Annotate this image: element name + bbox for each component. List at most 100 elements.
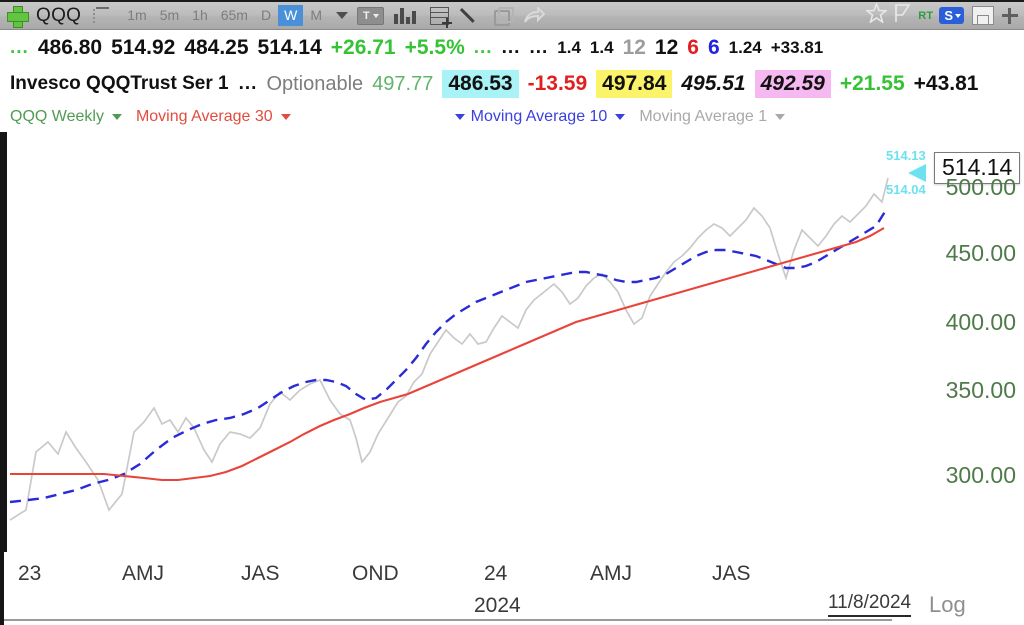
toolbar-right-group: RT S: [865, 1, 1024, 29]
quote-value-cyan: 486.53: [442, 70, 519, 98]
date-axis-year-2024: 2024: [474, 594, 521, 617]
quote-value-green: 497.77: [372, 72, 434, 95]
flag-icon[interactable]: [894, 3, 911, 28]
quote-cell-count-1: 12: [622, 36, 646, 59]
quote-value-red: -13.59: [527, 72, 588, 95]
quote-value-pink: 492.59: [754, 70, 831, 98]
date-axis-tick-5: AMJ: [590, 562, 632, 585]
style-badge-label: S: [944, 8, 953, 23]
timeframe-65m[interactable]: 65m: [220, 7, 248, 23]
text-tool-button[interactable]: T: [356, 6, 384, 25]
quote-cell-dots-3: ...: [501, 37, 521, 58]
date-axis[interactable]: 23 AMJ JAS OND 24 AMJ JAS 2024 ↔ 2023 11…: [4, 552, 1024, 625]
chevron-down-icon[interactable]: [111, 114, 122, 120]
series-ma30-line: [10, 227, 885, 482]
realtime-badge: RT: [918, 9, 934, 22]
cyan-low-label: 514.04: [886, 182, 926, 197]
quote-cell-dots-1: ...: [10, 37, 29, 58]
quote-cell-count-2: 12: [654, 36, 679, 59]
current-price-tag[interactable]: 514.14: [934, 152, 1021, 184]
series-ma10-line: [9, 209, 888, 504]
timeframe-1m[interactable]: 1m: [127, 7, 147, 23]
chart-plot-area[interactable]: 514.13 514.04: [4, 132, 1024, 552]
style-badge-button[interactable]: S: [939, 7, 964, 24]
log-scale-toggle[interactable]: Log: [929, 592, 966, 617]
indicator-label-ma30[interactable]: Moving Average 30: [135, 108, 273, 125]
chevron-down-icon: [372, 13, 379, 18]
indicator-label-ma10[interactable]: Moving Average 10: [470, 108, 608, 125]
chart-series-svg: [9, 177, 889, 521]
star-icon[interactable]: [865, 1, 889, 28]
text-tool-label: T: [362, 9, 370, 22]
price-axis-tick-400: 400.00: [945, 309, 1016, 335]
price-axis-tick-350: 350.00: [945, 377, 1016, 403]
axis-baseline: [4, 619, 892, 621]
save-icon[interactable]: [972, 6, 994, 25]
timeframe-5m[interactable]: 5m: [159, 7, 180, 23]
date-axis-tick-2: JAS: [241, 562, 280, 585]
timeframe-d[interactable]: D: [260, 7, 272, 23]
price-axis[interactable]: 500.00 450.00 400.00 350.00 300.00: [928, 132, 1024, 552]
timeframe-m[interactable]: M: [310, 7, 322, 23]
series-price-line: [9, 177, 889, 521]
price-axis-tick-300: 300.00: [945, 462, 1016, 488]
quote-cell-dots-4: ...: [529, 37, 549, 58]
chevron-down-icon[interactable]: [280, 114, 291, 120]
chart-left-border: [4, 132, 7, 552]
date-axis-tick-3: OND: [352, 562, 399, 585]
date-input-field[interactable]: 11/8/2024: [828, 592, 912, 617]
quote-cell-open: 486.80: [37, 36, 103, 59]
price-axis-tick-450: 450.00: [945, 240, 1016, 266]
symbol-label[interactable]: QQQ: [36, 4, 82, 26]
quote-cell-count-3: 6: [687, 36, 699, 59]
current-price-arrow-icon: [908, 164, 926, 182]
quote-cell-dots-2: ...: [473, 37, 493, 58]
quote-cell-high: 514.92: [111, 36, 176, 59]
quote-cell-beta: 1.24: [728, 38, 762, 57]
quote-cell-low: 484.25: [184, 36, 249, 59]
date-axis-tick-4: 24: [484, 562, 508, 585]
share-icon[interactable]: [523, 5, 546, 25]
quote-cell-count-4: 6: [707, 36, 720, 59]
quote-row-secondary: Invesco QQQTrust Ser 1 ... Optionable 49…: [0, 66, 1024, 102]
quote-value-plain: 495.51: [681, 72, 746, 95]
quote-cell-dots-5: ...: [238, 73, 258, 94]
chevron-down-icon[interactable]: [335, 12, 348, 19]
chevron-down-icon: [955, 13, 961, 18]
quote-value-last: +43.81: [913, 72, 979, 95]
indicator-bar: QQQ Weekly Moving Average 30 Moving Aver…: [0, 102, 1024, 132]
quote-cell-ratio-1: 1.4: [557, 38, 581, 57]
date-axis-tick-1: AMJ: [122, 562, 164, 585]
quote-value-gain: +21.55: [839, 72, 905, 95]
table-add-icon[interactable]: [429, 6, 452, 28]
plus-icon[interactable]: [1002, 7, 1018, 24]
bar-chart-icon[interactable]: [393, 7, 418, 24]
watchlist-icon[interactable]: [93, 6, 111, 25]
quote-cell-ratio-2: 1.4: [589, 38, 614, 57]
quote-cell-last: 514.14: [257, 36, 322, 59]
chevron-down-icon[interactable]: [615, 114, 626, 120]
quote-cell-ytd: +33.81: [770, 38, 824, 57]
chevron-down-icon[interactable]: [454, 114, 465, 120]
date-axis-tick-0: 23: [18, 562, 42, 585]
indicator-label-ma1[interactable]: Moving Average 1: [639, 108, 768, 125]
chevron-down-icon[interactable]: [775, 114, 786, 120]
pencil-icon[interactable]: [461, 7, 481, 25]
optionable-label: Optionable: [266, 72, 364, 95]
timeframe-w[interactable]: W: [278, 5, 304, 26]
date-axis-tick-6: JAS: [712, 562, 751, 585]
cyan-high-label: 514.13: [886, 148, 926, 163]
indicator-label-qqq-weekly[interactable]: QQQ Weekly: [10, 108, 104, 125]
quote-row-primary: ... 486.80 514.92 484.25 514.14 +26.71 +…: [0, 30, 1024, 66]
add-symbol-icon[interactable]: [6, 5, 29, 28]
quote-value-yellow: 497.84: [596, 70, 673, 98]
quote-cell-change: +26.71: [330, 36, 396, 59]
timeframe-1h[interactable]: 1h: [192, 7, 208, 23]
toolbar-left-group: QQQ 1m 5m 1h 65m D W M T: [0, 2, 555, 29]
quote-cell-pct: +5.5%: [404, 36, 465, 59]
main-toolbar: QQQ 1m 5m 1h 65m D W M T: [0, 0, 1024, 30]
security-name: Invesco QQQTrust Ser 1: [10, 73, 229, 94]
copy-icon[interactable]: [493, 6, 514, 26]
left-border-strip: [0, 30, 4, 625]
